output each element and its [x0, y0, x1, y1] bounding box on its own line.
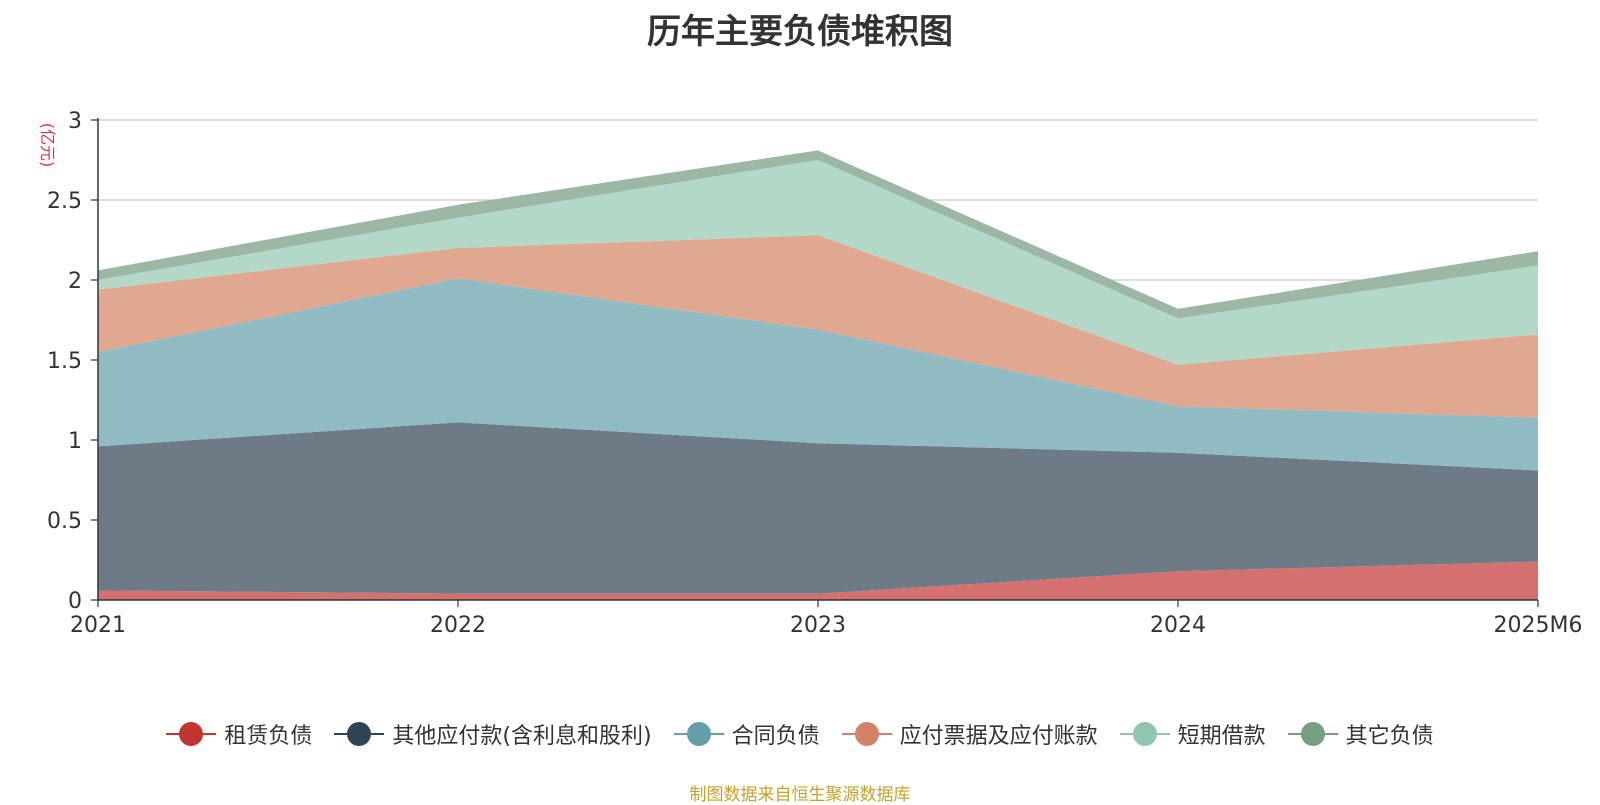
x-tick-label: 2022 [430, 613, 486, 638]
legend: 租赁负债 其他应付款(含利息和股利) 合同负债 应付票据及应付账款 短期借款 其它负债 [0, 718, 1600, 750]
area-应付票据及应付账款 [98, 235, 1538, 418]
legend-item[interactable]: 应付票据及应付账款 [841, 718, 1098, 750]
legend-item[interactable]: 合同负债 [673, 718, 820, 750]
area-其他应付款(含利息和股利) [98, 422, 1538, 594]
legend-marker-icon [334, 721, 385, 747]
legend-marker-icon [166, 721, 217, 747]
legend-item[interactable]: 租赁负债 [166, 718, 312, 750]
legend-marker-icon [673, 721, 724, 747]
x-tick-label: 2024 [1150, 613, 1206, 638]
area-租赁负债 [98, 561, 1538, 600]
area-短期借款 [98, 160, 1538, 365]
y-tick-label: 3 [68, 109, 82, 134]
chart-title: 历年主要负债堆积图 [647, 12, 953, 52]
area-合同负债 [98, 278, 1538, 471]
x-tick-label: 2025M6 [1494, 613, 1583, 638]
legend-label: 合同负债 [731, 724, 820, 749]
legend-label: 短期借款 [1177, 724, 1266, 749]
legend-label: 应付票据及应付账款 [899, 724, 1098, 749]
legend-marker-icon [841, 721, 892, 747]
y-tick-label: 2.5 [47, 189, 82, 214]
legend-marker-icon [1119, 721, 1170, 747]
y-tick-label: 2 [68, 269, 82, 294]
axes [91, 118, 1539, 607]
legend-label: 租赁负债 [224, 724, 313, 749]
y-tick-label: 0 [68, 589, 82, 614]
legend-item[interactable]: 其它负债 [1287, 718, 1434, 750]
y-tick-label: 1 [68, 429, 82, 454]
area-series [98, 150, 1538, 600]
axis-labels: 0 0.5 1 1.5 2 2.5 3 2021 2022 2023 2024 2025M6 (亿元) [38, 109, 1582, 638]
legend-item[interactable]: 短期借款 [1119, 718, 1266, 750]
legend-marker-icon [1287, 721, 1338, 747]
x-tick-label: 2023 [790, 613, 846, 638]
source-note: 制图数据来自恒生聚源数据库 [689, 785, 911, 805]
x-tick-label: 2021 [70, 613, 126, 638]
y-unit-label: (亿元) [38, 123, 57, 168]
y-tick-label: 1.5 [47, 349, 82, 374]
legend-label: 其他应付款(含利息和股利) [392, 724, 652, 749]
legend-label: 其它负债 [1345, 724, 1434, 749]
legend-item[interactable]: 其他应付款(含利息和股利) [334, 718, 652, 750]
y-tick-label: 0.5 [47, 509, 82, 534]
